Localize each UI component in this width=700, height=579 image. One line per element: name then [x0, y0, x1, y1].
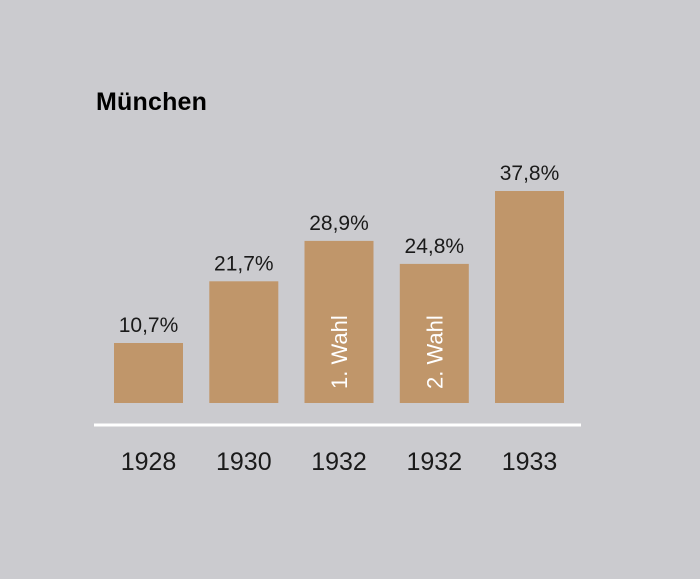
value-label: 37,8%: [500, 162, 560, 185]
value-label: 21,7%: [214, 252, 274, 275]
bar-1933-4: [495, 191, 564, 403]
x-tick-label: 1932: [311, 448, 367, 476]
value-label: 24,8%: [405, 235, 465, 258]
bars-layer: [114, 191, 564, 403]
x-tick-label: 1930: [216, 448, 272, 476]
bar-1928-0: [114, 343, 183, 403]
chart-title: München: [96, 88, 208, 116]
bar-annotation: 2. Wahl: [422, 315, 447, 389]
x-tick-label: 1933: [502, 448, 558, 476]
labels-layer: 10,7% 1928 21,7% 1930 28,9% 1932 1. Wahl 24,8% 1…: [119, 162, 560, 476]
x-tick-label: 1928: [121, 448, 177, 476]
value-label: 28,9%: [309, 212, 369, 235]
bar-1932-3: [399, 263, 469, 403]
value-label: 10,7%: [119, 314, 179, 337]
bar-1932-2: [304, 240, 374, 403]
x-tick-label: 1932: [406, 448, 462, 476]
bar-1930-1: [209, 281, 279, 403]
bar-annotation: 1. Wahl: [327, 315, 352, 389]
